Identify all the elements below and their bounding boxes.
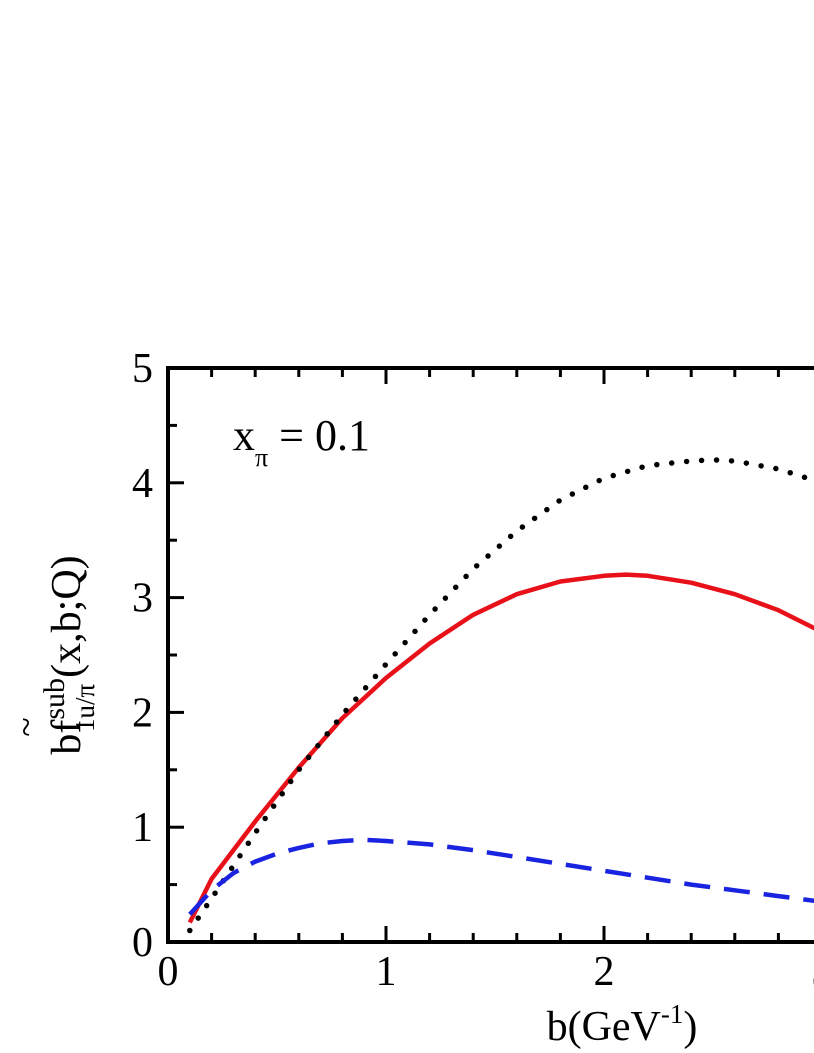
y-tick-label: 1 bbox=[132, 805, 153, 851]
svg-text:bfsub1u/π(x,b;Q): bfsub1u/π(x,b;Q) bbox=[38, 555, 100, 754]
series-line-dotted bbox=[187, 457, 814, 934]
series-line-dashed bbox=[188, 837, 814, 916]
x-tick-label: 0 bbox=[158, 949, 179, 995]
y-tick-label: 3 bbox=[132, 576, 153, 622]
y-tick-label: 2 bbox=[132, 690, 153, 736]
y-tick-label: 4 bbox=[132, 461, 153, 507]
x-tick-label: 2 bbox=[594, 949, 615, 995]
y-tick-label: 5 bbox=[132, 346, 153, 392]
y-tick-label: 0 bbox=[132, 920, 153, 966]
annotation-x-pi: xπ = 0.1 bbox=[233, 411, 370, 472]
x-axis-title: b(GeV-1) bbox=[547, 999, 698, 1050]
y-axis-title: bfsub1u/π(x,b;Q)~ bbox=[6, 555, 100, 754]
x-tick-label-edge: 3 bbox=[812, 949, 814, 995]
series-line-solid bbox=[187, 572, 814, 924]
x-tick-label: 1 bbox=[376, 949, 397, 995]
y-axis-title-tilde: ~ bbox=[6, 717, 46, 736]
